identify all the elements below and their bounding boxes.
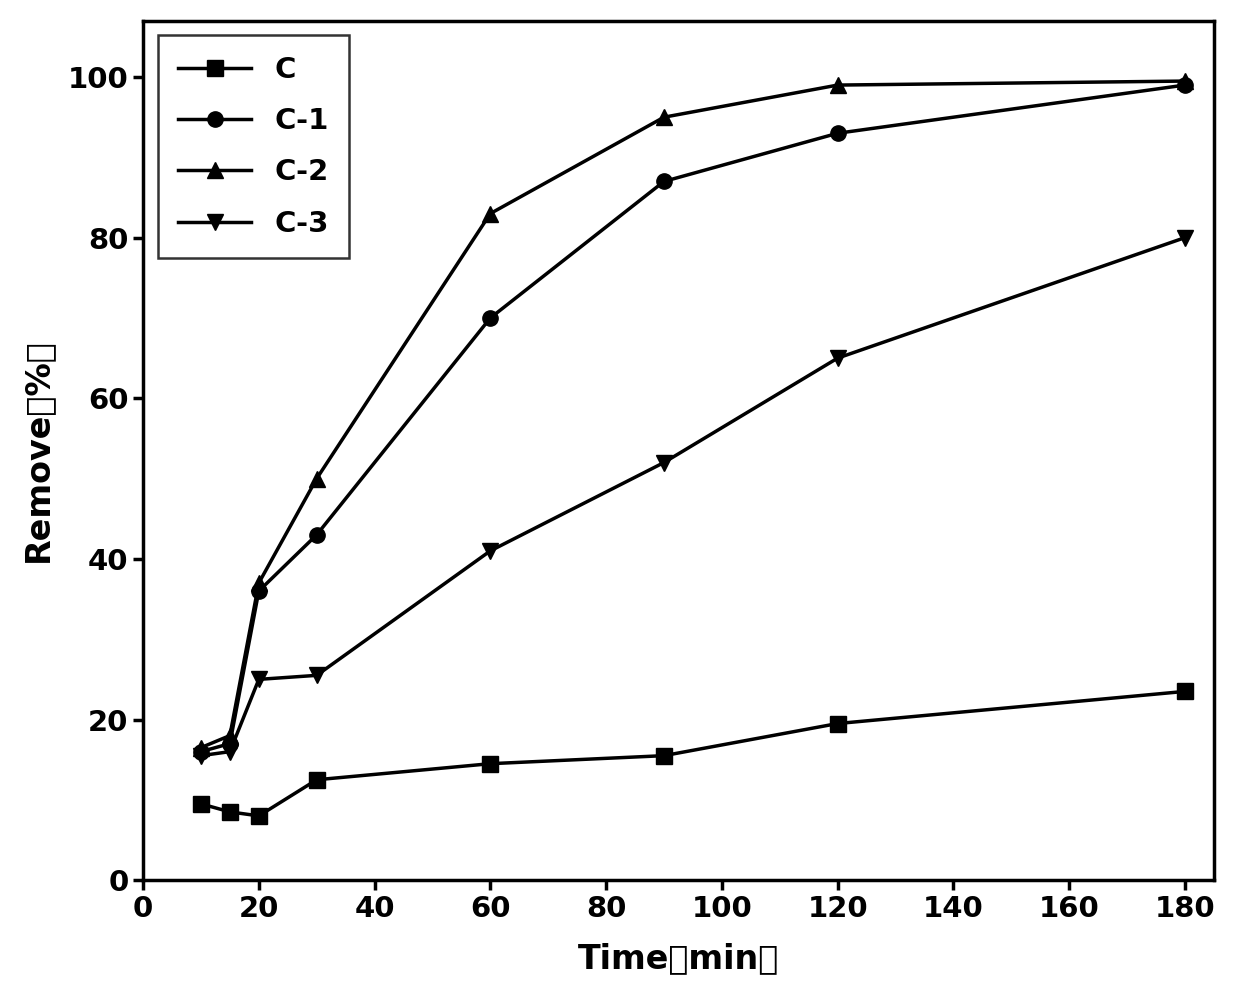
Line: C-1: C-1 <box>193 78 1192 759</box>
C-3 <box>483 545 498 557</box>
C-3 <box>310 669 325 681</box>
C-2 <box>310 473 325 485</box>
C-1 <box>193 746 208 758</box>
C <box>193 798 208 810</box>
C-2 <box>223 730 238 742</box>
C <box>223 806 238 818</box>
C <box>310 774 325 786</box>
C-3 <box>657 456 672 468</box>
C-1 <box>657 175 672 187</box>
Line: C: C <box>193 684 1192 824</box>
C-2 <box>193 742 208 754</box>
X-axis label: Time（min）: Time（min） <box>577 942 779 975</box>
C <box>657 750 672 762</box>
C-3 <box>193 750 208 762</box>
C-1 <box>830 127 845 139</box>
C <box>1177 685 1192 697</box>
C-1 <box>223 738 238 750</box>
C <box>483 758 498 770</box>
C-3 <box>830 353 845 365</box>
Line: C-3: C-3 <box>193 230 1192 763</box>
C-2 <box>483 207 498 219</box>
C-1 <box>310 529 325 541</box>
C-1 <box>252 585 266 597</box>
C-2 <box>252 577 266 589</box>
C-3 <box>1177 232 1192 244</box>
C-2 <box>1177 75 1192 87</box>
C <box>252 810 266 822</box>
Y-axis label: Remove（%）: Remove（%） <box>21 339 53 563</box>
C-3 <box>252 673 266 685</box>
C-2 <box>657 112 672 124</box>
C-3 <box>223 746 238 758</box>
C-1 <box>483 312 498 324</box>
C-2 <box>830 79 845 91</box>
C-1 <box>1177 79 1192 91</box>
Line: C-2: C-2 <box>193 74 1192 755</box>
Legend: C, C-1, C-2, C-3: C, C-1, C-2, C-3 <box>157 36 349 258</box>
C <box>830 717 845 729</box>
